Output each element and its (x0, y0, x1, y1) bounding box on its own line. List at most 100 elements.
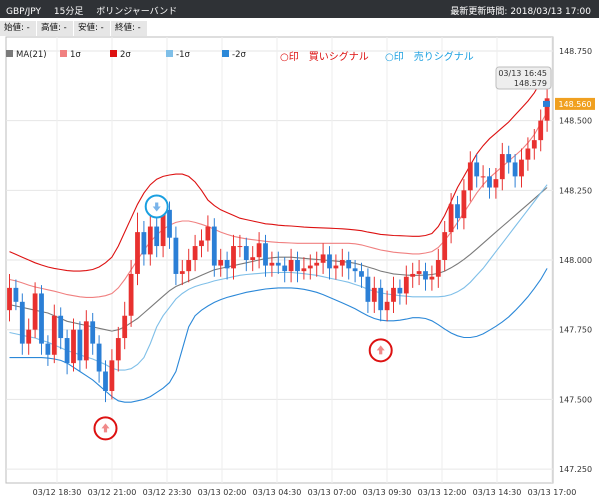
upper-2sigma-line (9, 67, 548, 272)
legend-swatch (110, 50, 117, 57)
x-tick-label: 03/13 12:00 (418, 488, 467, 497)
candle-body (243, 246, 249, 260)
candle-body (442, 232, 448, 260)
candle-body (474, 162, 480, 177)
candle-body (205, 226, 211, 241)
candle-body (77, 329, 83, 361)
candle-body (423, 271, 428, 280)
candle-body (109, 360, 115, 392)
updated-time: 最新更新時間: 2018/03/13 17:00 (450, 7, 591, 17)
candle-body (103, 371, 108, 392)
y-tick-label: 148.000 (559, 256, 592, 265)
candle-body (455, 204, 460, 219)
candle-body (499, 154, 505, 180)
candle-body (307, 265, 313, 269)
legend-label: 1σ (70, 50, 81, 60)
candle-body (147, 226, 153, 255)
candle-body (371, 287, 377, 302)
ohlc-close: 終値: - (111, 21, 148, 36)
x-tick-label: 03/13 07:00 (308, 488, 357, 497)
candle-body (410, 273, 416, 277)
candle-body (301, 268, 307, 272)
candle-body (403, 276, 409, 294)
legend: MA(21) 1σ 2σ -1σ -2σ ○印 買いシグナル ○印 売りシグナル (6, 50, 474, 63)
x-tick-label: 03/13 17:00 (528, 488, 577, 497)
candle-body (192, 246, 198, 260)
legend-swatch (6, 50, 13, 57)
currency-pair: GBP/JPY (6, 7, 41, 17)
candle-body (365, 276, 371, 302)
candlesticks (7, 87, 550, 403)
candle-body (141, 232, 147, 255)
indicator-label: ボリンジャーバンド (96, 7, 178, 17)
y-tick-label: 148.750 (559, 47, 592, 56)
candle-body (231, 246, 236, 269)
tooltip-time: 03/13 16:45 (498, 69, 547, 78)
candle-body (154, 226, 160, 247)
candle-body (295, 260, 300, 272)
candle-body (525, 148, 531, 160)
legend-swatch (222, 50, 229, 57)
candle-body (19, 301, 25, 344)
candle-body (493, 179, 499, 188)
candle-body (339, 260, 345, 266)
signal-markers (93, 194, 393, 441)
interval-label: 15分足 (53, 7, 84, 17)
candle-body (71, 329, 76, 364)
candle-body (282, 265, 288, 272)
ohlc-high: 高値: - (37, 21, 74, 36)
candle-body (519, 159, 524, 177)
sell-signal-legend: ○印 売りシグナル (385, 50, 474, 63)
candle-body (320, 254, 326, 263)
candle-body (506, 154, 512, 163)
candle-body (90, 321, 96, 344)
candle-body (39, 293, 44, 344)
axes: 148.750 148.500 148.250 148.000 147.750 147.5… (33, 47, 592, 497)
candle-body (179, 271, 185, 274)
legend-label: MA(21) (16, 50, 47, 60)
y-tick-label: 147.500 (559, 395, 592, 404)
candle-body (480, 176, 486, 178)
candle-body (45, 343, 51, 355)
candle-body (7, 287, 12, 311)
candle-body (512, 162, 518, 177)
x-tick-label: 03/12 21:00 (88, 488, 137, 497)
candle-body (288, 260, 294, 272)
x-tick-label: 03/13 04:30 (253, 488, 302, 497)
candle-body (128, 273, 134, 316)
candle-body (327, 254, 332, 269)
candle-body (378, 287, 384, 311)
last-price-tag (555, 97, 595, 110)
ohlc-low: 安値: - (74, 21, 111, 36)
candle-body (83, 321, 89, 361)
buy-signal-legend: ○印 買いシグナル (280, 50, 369, 63)
x-tick-label: 03/13 09:30 (363, 488, 412, 497)
candle-body (359, 271, 364, 277)
candle-body (199, 240, 204, 247)
candle-body (333, 265, 339, 269)
candle-body (256, 243, 262, 258)
candle-body (122, 315, 128, 339)
candle-body (531, 140, 537, 149)
y-tick-label: 148.250 (559, 186, 592, 195)
candle-body (263, 243, 268, 266)
candle-body (461, 190, 467, 219)
lower-2sigma-line (9, 268, 548, 403)
candle-body (467, 162, 473, 191)
legend-label: -1σ (176, 50, 190, 60)
buy-arrow-icon (101, 423, 110, 433)
candle-body (237, 246, 243, 248)
candle-body (186, 260, 192, 272)
candle-body (64, 338, 70, 364)
candle-body (115, 338, 121, 361)
legend-swatch (60, 50, 67, 57)
candle-body (384, 301, 390, 311)
candle-body (26, 329, 32, 344)
candle-body (429, 276, 435, 280)
candle-body (416, 271, 422, 274)
x-tick-label: 03/12 23:30 (143, 488, 192, 497)
y-tick-label: 147.750 (559, 326, 592, 335)
candle-body (173, 237, 179, 274)
sell-arrow-icon (152, 202, 161, 212)
